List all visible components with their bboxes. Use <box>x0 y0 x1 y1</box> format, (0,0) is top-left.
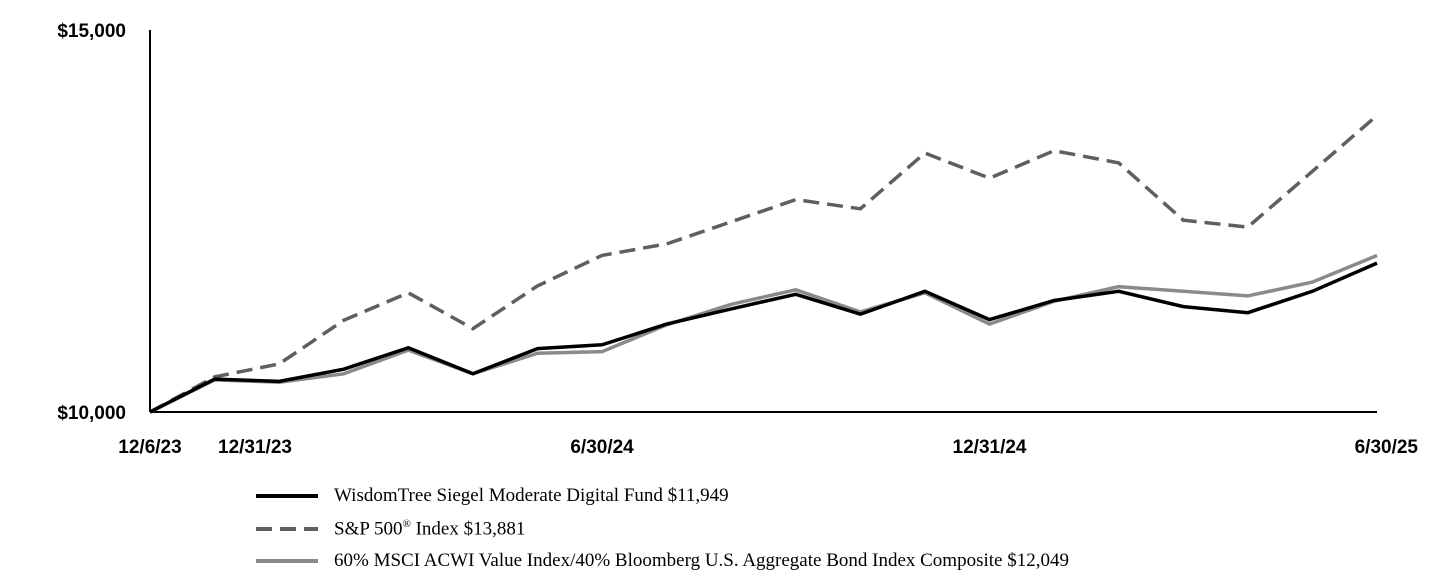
legend-label-fund: WisdomTree Siegel Moderate Digital Fund … <box>334 485 729 507</box>
line-chart: $10,000 $15,000 12/6/23 12/31/23 6/30/24 12/3… <box>57 21 1418 458</box>
legend-label-sp500-main: S&P 500 <box>334 517 403 539</box>
legend: WisdomTree Siegel Moderate Digital Fund … <box>256 480 1069 578</box>
series-layer <box>149 114 1379 414</box>
series-line-2 <box>149 253 1378 414</box>
y-tick-label: $15,000 <box>57 21 126 42</box>
legend-swatch-dashed-gray <box>256 526 318 531</box>
y-tick-label: $10,000 <box>57 403 126 424</box>
legend-item-fund: WisdomTree Siegel Moderate Digital Fund … <box>256 480 1069 513</box>
series-line-0 <box>149 261 1378 414</box>
legend-label-sp500: S&P 500® Index $13,881 <box>334 518 525 540</box>
x-tick-label: 6/30/25 <box>1355 437 1419 458</box>
legend-label-composite: 60% MSCI ACWI Value Index/40% Bloomberg … <box>334 550 1069 572</box>
legend-item-sp500: S&P 500® Index $13,881 <box>256 513 1069 546</box>
x-tick-label: 12/31/23 <box>218 437 292 458</box>
legend-swatch-solid-black <box>256 494 318 499</box>
legend-item-composite: 60% MSCI ACWI Value Index/40% Bloomberg … <box>256 545 1069 578</box>
series-line-1 <box>149 114 1379 414</box>
x-tick-label: 6/30/24 <box>570 437 634 458</box>
x-tick-label: 12/6/23 <box>118 437 181 458</box>
x-tick-label: 12/31/24 <box>953 437 1027 458</box>
registered-mark: ® <box>402 517 411 530</box>
legend-swatch-solid-gray <box>256 559 318 564</box>
legend-label-sp500-suffix: Index $13,881 <box>410 517 526 539</box>
tick-layer: $10,000 $15,000 12/6/23 12/31/23 6/30/24 12/3… <box>57 21 1418 458</box>
